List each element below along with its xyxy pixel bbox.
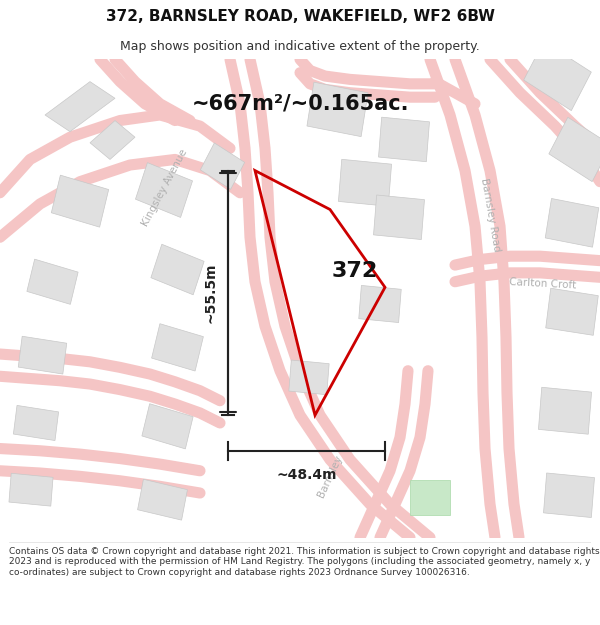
Text: ~48.4m: ~48.4m [276,468,337,482]
Bar [136,162,193,217]
Bar [9,473,53,506]
Text: Barnsley: Barnsley [316,454,344,499]
Text: Barnsley Road: Barnsley Road [479,177,502,252]
Bar [410,479,450,515]
Bar [379,117,430,162]
Bar [137,479,187,520]
Bar [524,41,592,111]
Bar [27,259,78,304]
Bar [544,473,595,518]
Bar [151,244,204,295]
Text: Map shows position and indicative extent of the property.: Map shows position and indicative extent… [120,40,480,52]
Text: ~55.5m: ~55.5m [203,262,217,323]
Text: Carlton Croft: Carlton Croft [509,278,577,291]
Bar [374,195,424,239]
Bar [307,82,368,137]
Text: 372, BARNSLEY ROAD, WAKEFIELD, WF2 6BW: 372, BARNSLEY ROAD, WAKEFIELD, WF2 6BW [106,9,494,24]
Bar [142,404,193,449]
Bar [200,143,245,189]
Bar [538,388,592,434]
Polygon shape [45,82,115,132]
Bar [546,288,598,336]
Text: Kingsley Avenue: Kingsley Avenue [140,147,190,228]
Bar [359,286,401,322]
Bar [549,118,600,182]
Polygon shape [90,121,135,159]
Bar [13,406,59,441]
Text: ~667m²/~0.165ac.: ~667m²/~0.165ac. [191,94,409,114]
Bar [545,199,599,247]
Bar [289,360,329,395]
Bar [18,336,67,374]
Text: 372: 372 [332,261,378,281]
Bar [152,324,203,371]
Bar [338,159,392,206]
Bar [52,175,109,227]
Text: Contains OS data © Crown copyright and database right 2021. This information is : Contains OS data © Crown copyright and d… [9,547,599,576]
